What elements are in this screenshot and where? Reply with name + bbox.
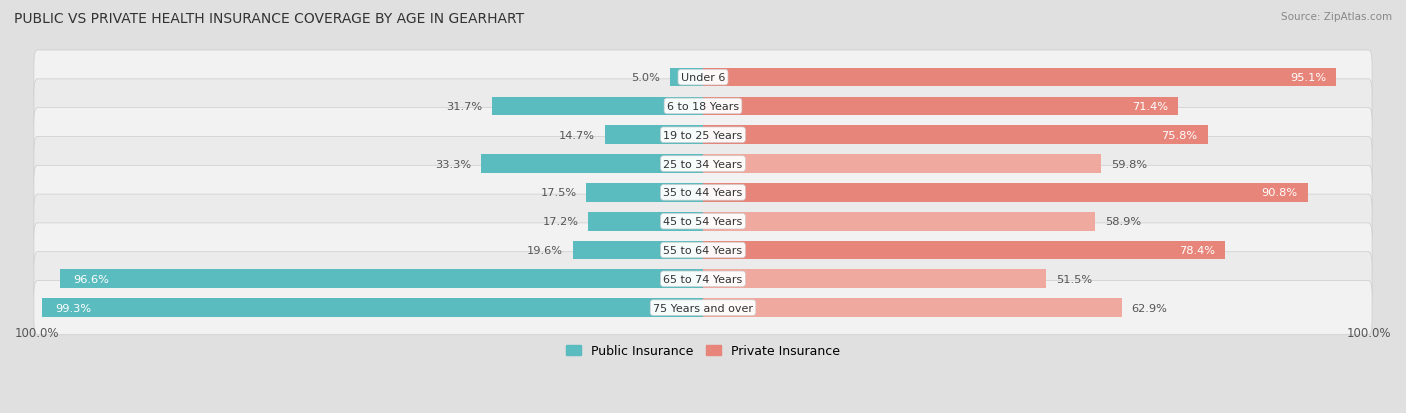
Bar [703, 69, 1336, 87]
Bar [703, 212, 1095, 231]
Bar [589, 212, 703, 231]
Bar [703, 241, 1225, 260]
Text: 19.6%: 19.6% [526, 245, 562, 255]
FancyBboxPatch shape [34, 252, 1372, 306]
Bar [703, 155, 1101, 173]
Bar [572, 241, 703, 260]
Bar [481, 155, 703, 173]
FancyBboxPatch shape [34, 281, 1372, 335]
Bar [703, 270, 1046, 288]
Text: 99.3%: 99.3% [55, 303, 91, 313]
Text: 65 to 74 Years: 65 to 74 Years [664, 274, 742, 284]
Legend: Public Insurance, Private Insurance: Public Insurance, Private Insurance [561, 339, 845, 363]
Text: 59.8%: 59.8% [1111, 159, 1147, 169]
Text: 90.8%: 90.8% [1261, 188, 1298, 198]
Bar [703, 299, 1122, 317]
Bar [703, 183, 1308, 202]
FancyBboxPatch shape [34, 108, 1372, 162]
Text: PUBLIC VS PRIVATE HEALTH INSURANCE COVERAGE BY AGE IN GEARHART: PUBLIC VS PRIVATE HEALTH INSURANCE COVER… [14, 12, 524, 26]
Text: 33.3%: 33.3% [436, 159, 471, 169]
Bar [492, 97, 703, 116]
FancyBboxPatch shape [34, 80, 1372, 134]
Text: 78.4%: 78.4% [1180, 245, 1215, 255]
Text: 17.2%: 17.2% [543, 217, 578, 227]
Text: 55 to 64 Years: 55 to 64 Years [664, 245, 742, 255]
Text: 75.8%: 75.8% [1161, 131, 1198, 140]
Text: 62.9%: 62.9% [1132, 303, 1167, 313]
Text: 6 to 18 Years: 6 to 18 Years [666, 102, 740, 112]
Text: 58.9%: 58.9% [1105, 217, 1142, 227]
Text: 96.6%: 96.6% [73, 274, 110, 284]
Text: 14.7%: 14.7% [560, 131, 595, 140]
Bar [60, 270, 703, 288]
Text: 5.0%: 5.0% [631, 73, 659, 83]
FancyBboxPatch shape [34, 51, 1372, 105]
Text: 25 to 34 Years: 25 to 34 Years [664, 159, 742, 169]
Text: Under 6: Under 6 [681, 73, 725, 83]
Text: 35 to 44 Years: 35 to 44 Years [664, 188, 742, 198]
Text: 19 to 25 Years: 19 to 25 Years [664, 131, 742, 140]
Text: 71.4%: 71.4% [1132, 102, 1168, 112]
Text: 31.7%: 31.7% [446, 102, 482, 112]
Bar [586, 183, 703, 202]
Text: 17.5%: 17.5% [540, 188, 576, 198]
Bar [703, 97, 1178, 116]
Text: Source: ZipAtlas.com: Source: ZipAtlas.com [1281, 12, 1392, 22]
Text: 95.1%: 95.1% [1291, 73, 1326, 83]
Text: 45 to 54 Years: 45 to 54 Years [664, 217, 742, 227]
Bar [605, 126, 703, 145]
Bar [669, 69, 703, 87]
FancyBboxPatch shape [34, 137, 1372, 191]
Bar [42, 299, 703, 317]
FancyBboxPatch shape [34, 195, 1372, 249]
Text: 51.5%: 51.5% [1056, 274, 1092, 284]
Text: 75 Years and over: 75 Years and over [652, 303, 754, 313]
FancyBboxPatch shape [34, 223, 1372, 278]
Bar [703, 126, 1208, 145]
FancyBboxPatch shape [34, 166, 1372, 220]
